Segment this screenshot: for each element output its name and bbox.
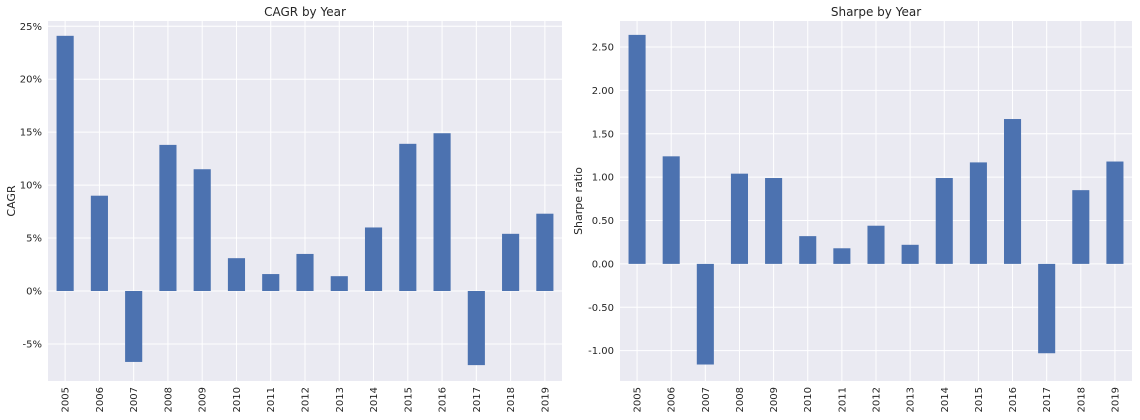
x-tick-label: 2010: [803, 387, 814, 412]
chart-title: CAGR by Year: [264, 5, 346, 19]
y-tick-label: 0%: [26, 287, 42, 298]
y-axis-label: CAGR: [5, 185, 18, 217]
bar-2011: [262, 274, 280, 291]
x-tick-label: 2009: [198, 387, 209, 412]
bar-2018: [1072, 190, 1090, 264]
bar-2016: [1004, 119, 1022, 264]
cagr-chart: -5% 0% 5% 10% 15% 20% 25% 2005 2006 2007 2008 2009 2…: [5, 5, 562, 412]
x-tick-label: 2017: [472, 387, 483, 412]
bar-2005: [628, 34, 646, 264]
y-tick-label: 5%: [26, 234, 42, 245]
x-tick-label: 2010: [232, 387, 243, 412]
bar-2009: [193, 169, 211, 291]
y-tick-label: 25%: [20, 22, 42, 33]
bar-2013: [901, 244, 919, 264]
x-tick-label: 2011: [837, 387, 848, 412]
x-tick-label: 2006: [667, 387, 678, 412]
bar-2019: [1106, 161, 1124, 264]
y-tick-label: -1.00: [588, 346, 614, 357]
x-tick-label: 2015: [403, 387, 414, 412]
bar-2007: [125, 291, 143, 362]
chart-title: Sharpe by Year: [831, 5, 921, 19]
x-tick-label: 2013: [906, 387, 917, 412]
bar-2017: [467, 291, 485, 366]
x-tick-label: 2006: [95, 387, 106, 412]
bar-2012: [296, 253, 314, 291]
y-tick-label: 20%: [20, 75, 42, 86]
bar-2009: [765, 178, 783, 264]
x-tick-label: 2019: [540, 387, 551, 412]
bar-2006: [90, 195, 108, 291]
x-tick-label: 2014: [940, 387, 951, 412]
y-tick-label: 15%: [20, 128, 42, 139]
y-tick-label: 2.50: [592, 43, 614, 54]
x-tick-label: 2011: [266, 387, 277, 412]
y-tick-label: 10%: [20, 181, 42, 192]
x-tick-label: 2019: [1110, 387, 1121, 412]
y-tick-label: -0.50: [588, 303, 614, 314]
bar-2015: [969, 162, 987, 264]
bar-2011: [833, 248, 851, 264]
x-tick-label: 2012: [872, 387, 883, 412]
y-tick-label: 0.00: [592, 259, 614, 270]
bar-2008: [730, 173, 748, 264]
x-tick-label: 2007: [701, 387, 712, 412]
y-axis-label: Sharpe ratio: [572, 167, 585, 235]
bar-2006: [662, 156, 680, 264]
bar-2010: [227, 258, 246, 291]
x-tick-label: 2008: [735, 387, 746, 412]
y-tick-label: 1.50: [592, 129, 614, 140]
bar-2018: [502, 233, 520, 291]
bar-2017: [1038, 263, 1056, 354]
y-tick-label: 1.00: [592, 173, 614, 184]
sharpe-chart: -1.00 -0.50 0.00 0.50 1.00 1.50 2.00 2.50 2005 20…: [572, 5, 1132, 412]
x-tick-label: 2018: [1076, 387, 1087, 412]
x-tick-label: 2016: [1008, 387, 1019, 412]
x-tick-label: 2005: [633, 387, 644, 412]
y-tick-label: 2.00: [592, 86, 614, 97]
bar-2014: [364, 227, 383, 291]
x-tick-label: 2018: [506, 387, 517, 412]
bar-2019: [536, 213, 554, 291]
bar-2015: [399, 143, 417, 291]
x-tick-label: 2014: [369, 387, 380, 412]
x-tick-label: 2016: [438, 387, 449, 412]
bar-2007: [696, 263, 714, 365]
x-tick-label: 2013: [335, 387, 346, 412]
bar-2005: [56, 35, 74, 291]
bar-2010: [799, 236, 817, 264]
x-tick-label: 2012: [301, 387, 312, 412]
bar-2014: [935, 178, 953, 264]
x-tick-label: 2017: [1042, 387, 1053, 412]
x-tick-label: 2005: [61, 387, 72, 412]
bar-2012: [867, 225, 885, 264]
x-tick-label: 2008: [163, 387, 174, 412]
x-tick-label: 2015: [974, 387, 985, 412]
y-tick-label: -5%: [23, 339, 42, 350]
x-tick-label: 2007: [129, 387, 140, 412]
y-tick-label: 0.50: [592, 216, 614, 227]
bar-2016: [433, 133, 451, 291]
bar-2013: [330, 276, 348, 291]
x-tick-label: 2009: [769, 387, 780, 412]
bar-2008: [159, 144, 177, 291]
